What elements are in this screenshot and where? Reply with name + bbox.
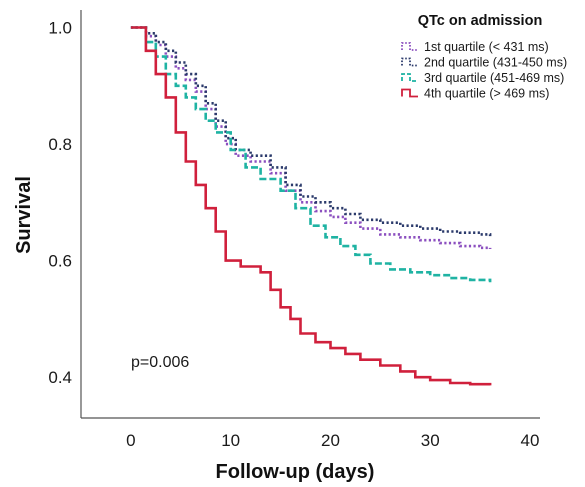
legend-swatch-2	[401, 57, 418, 67]
series-line-3	[130, 26, 492, 283]
y-tick-label: 1.0	[48, 18, 72, 37]
legend-label-4: 4th quartile (> 469 ms)	[424, 87, 549, 101]
series-line-4	[130, 26, 492, 386]
legend-swatch-1	[401, 42, 418, 51]
x-tick-label: 10	[221, 431, 240, 450]
legend-swatch-4	[401, 88, 418, 98]
legend-swatch-3	[401, 73, 418, 82]
y-tick-label: 0.4	[48, 368, 72, 387]
x-tick-label: 20	[321, 431, 340, 450]
series-layer	[130, 26, 492, 386]
x-tick-label: 0	[126, 431, 135, 450]
x-tick-label: 30	[421, 431, 440, 450]
x-tick-label: 40	[521, 431, 540, 450]
legend-label-2: 2nd quartile (431-450 ms)	[424, 56, 567, 70]
x-axis-title: Follow-up (days)	[216, 461, 375, 483]
y-tick-label: 0.6	[48, 252, 72, 271]
y-tick-label: 0.8	[48, 135, 72, 154]
p-value-annotation: p=0.006	[131, 354, 189, 371]
legend-title: QTc on admission	[418, 13, 543, 29]
legend: QTc on admission 1st quartile (< 431 ms)…	[401, 13, 567, 101]
y-axis-title: Survival	[13, 176, 35, 254]
legend-label-1: 1st quartile (< 431 ms)	[424, 40, 549, 54]
legend-label-3: 3rd quartile (451-469 ms)	[424, 71, 564, 85]
series-line-2	[130, 26, 492, 237]
axes: 0 10 20 30 40 0.4 0.6 0.8 1.0	[48, 10, 540, 450]
